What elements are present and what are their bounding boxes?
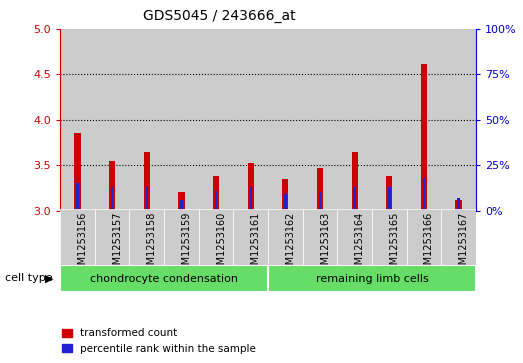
Text: cell type: cell type: [5, 273, 53, 284]
Bar: [372, 209, 407, 265]
Bar: [407, 29, 441, 211]
Text: GSM1253158: GSM1253158: [147, 212, 157, 277]
Bar: [388, 187, 391, 211]
Bar: [213, 176, 219, 211]
Bar: [268, 29, 303, 211]
Bar: [407, 209, 441, 265]
Bar: [282, 179, 289, 211]
Bar: [421, 64, 427, 211]
Bar: [319, 192, 321, 211]
Bar: [164, 209, 199, 265]
Bar: [317, 168, 323, 211]
Bar: [268, 209, 303, 265]
Bar: [337, 209, 372, 265]
Bar: [178, 192, 185, 211]
Bar: [268, 265, 476, 292]
Bar: [337, 29, 372, 211]
Text: GSM1253159: GSM1253159: [181, 212, 191, 277]
Text: remaining limb cells: remaining limb cells: [315, 274, 428, 284]
Bar: [164, 29, 199, 211]
Bar: [441, 209, 476, 265]
Bar: [60, 29, 95, 211]
Bar: [199, 209, 233, 265]
Text: GSM1253164: GSM1253164: [355, 212, 365, 277]
Bar: [303, 209, 337, 265]
Bar: [60, 209, 95, 265]
Text: GSM1253157: GSM1253157: [112, 212, 122, 277]
Bar: [129, 209, 164, 265]
Text: GSM1253163: GSM1253163: [320, 212, 330, 277]
Bar: [74, 133, 81, 211]
Bar: [423, 178, 425, 211]
Text: GSM1253160: GSM1253160: [216, 212, 226, 277]
Bar: [351, 152, 358, 211]
Text: chondrocyte condensation: chondrocyte condensation: [90, 274, 238, 284]
Bar: [144, 152, 150, 211]
Bar: [145, 187, 148, 211]
Text: GSM1253162: GSM1253162: [286, 212, 295, 277]
Bar: [233, 209, 268, 265]
Bar: [284, 194, 287, 211]
Text: GSM1253161: GSM1253161: [251, 212, 260, 277]
Bar: [180, 200, 183, 211]
Bar: [95, 29, 129, 211]
Text: GSM1253166: GSM1253166: [424, 212, 434, 277]
Bar: [303, 29, 337, 211]
Bar: [76, 183, 78, 211]
Bar: [386, 176, 392, 211]
Bar: [215, 191, 217, 211]
Bar: [233, 29, 268, 211]
Bar: [109, 160, 115, 211]
Text: ▶: ▶: [45, 273, 53, 284]
Bar: [95, 209, 129, 265]
Bar: [247, 163, 254, 211]
Text: GSM1253165: GSM1253165: [389, 212, 399, 277]
Bar: [249, 187, 252, 211]
Bar: [456, 200, 462, 211]
Text: GDS5045 / 243666_at: GDS5045 / 243666_at: [143, 9, 296, 23]
Bar: [199, 29, 233, 211]
Bar: [111, 187, 113, 211]
Bar: [354, 187, 356, 211]
Text: GSM1253156: GSM1253156: [77, 212, 87, 277]
Bar: [441, 29, 476, 211]
Legend: transformed count, percentile rank within the sample: transformed count, percentile rank withi…: [58, 324, 260, 358]
Bar: [458, 198, 460, 211]
Bar: [129, 29, 164, 211]
Text: GSM1253167: GSM1253167: [459, 212, 469, 277]
Bar: [60, 265, 268, 292]
Bar: [372, 29, 407, 211]
